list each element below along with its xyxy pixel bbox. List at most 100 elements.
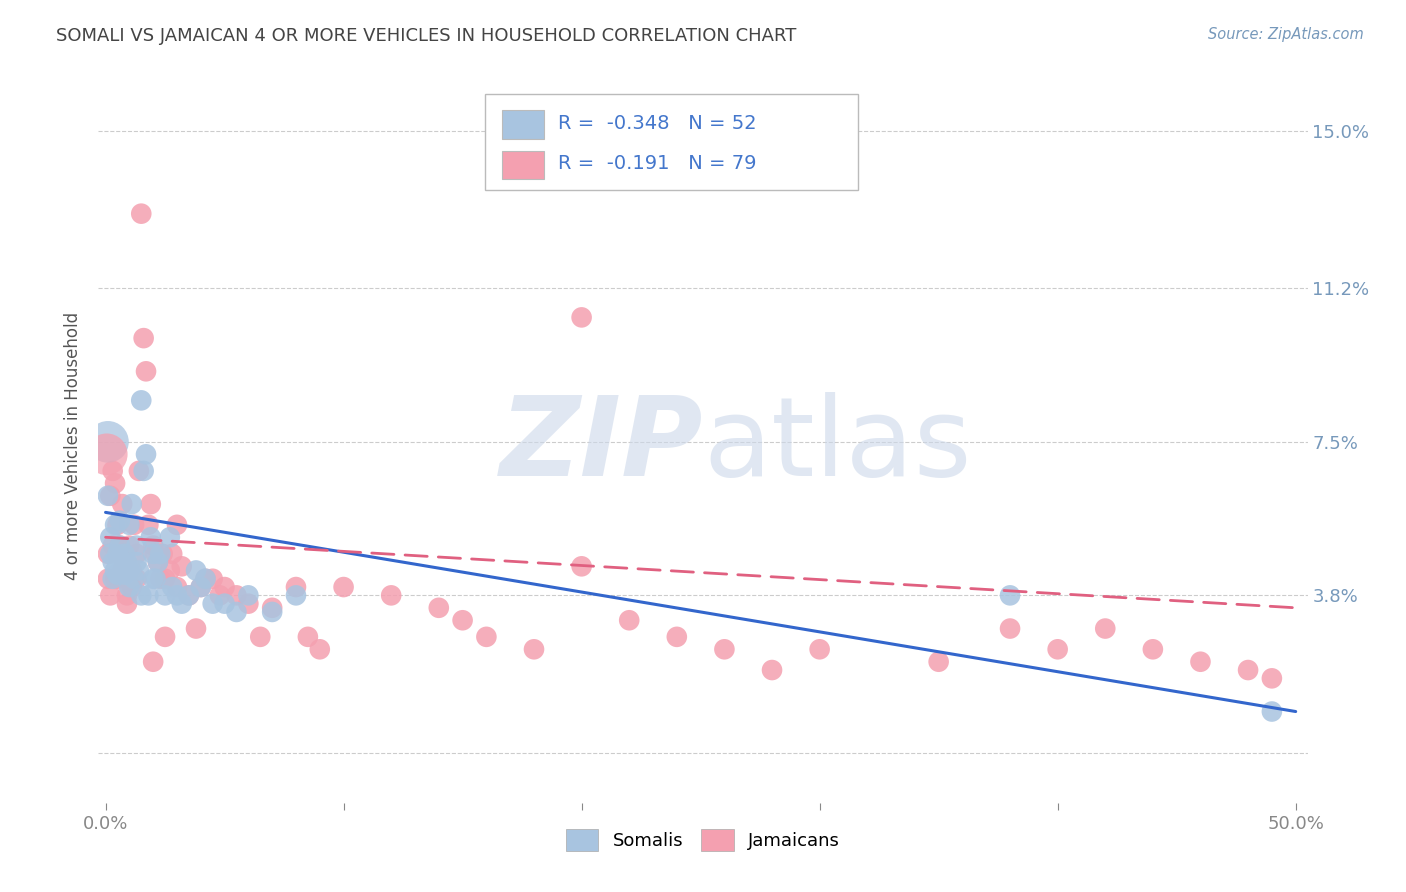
Point: [146, 555, 169, 569]
Point: [101, 464, 124, 478]
Point: [104, 564, 127, 578]
Point: [427, 600, 450, 615]
Point: [128, 564, 150, 578]
Point: [111, 497, 134, 511]
Point: [262, 600, 284, 615]
Point: [238, 597, 260, 611]
Point: [475, 630, 498, 644]
Point: [142, 572, 165, 586]
Y-axis label: 4 or more Vehicles in Household: 4 or more Vehicles in Household: [65, 312, 83, 580]
Point: [104, 517, 127, 532]
Point: [262, 605, 284, 619]
Point: [1189, 655, 1212, 669]
Point: [125, 547, 148, 561]
Text: ZIP: ZIP: [499, 392, 703, 500]
Point: [104, 572, 127, 586]
Point: [98, 547, 121, 561]
Point: [159, 530, 181, 544]
Point: [96, 447, 118, 461]
Point: [249, 630, 271, 644]
Point: [129, 393, 152, 408]
Point: [125, 572, 148, 586]
Point: [111, 555, 134, 569]
Point: [160, 580, 183, 594]
Point: [201, 597, 224, 611]
Point: [115, 588, 138, 602]
Legend: Somalis, Jamaicans: Somalis, Jamaicans: [558, 822, 848, 858]
Point: [1142, 642, 1164, 657]
Text: R =  -0.348   N = 52: R = -0.348 N = 52: [558, 114, 756, 133]
Point: [104, 476, 127, 491]
Point: [115, 555, 138, 569]
Point: [225, 605, 247, 619]
Point: [208, 588, 231, 602]
Point: [98, 588, 121, 602]
Point: [451, 613, 474, 627]
Point: [153, 572, 176, 586]
Point: [138, 517, 160, 532]
Point: [571, 310, 593, 325]
Point: [145, 547, 167, 561]
Text: Source: ZipAtlas.com: Source: ZipAtlas.com: [1208, 27, 1364, 42]
Point: [101, 572, 124, 586]
Point: [101, 539, 124, 553]
Point: [111, 564, 134, 578]
Point: [121, 564, 143, 578]
Point: [125, 539, 148, 553]
Point: [177, 588, 200, 602]
Point: [118, 559, 141, 574]
Point: [308, 642, 330, 657]
Point: [1261, 671, 1284, 685]
Point: [118, 517, 141, 532]
Point: [135, 447, 157, 461]
Point: [118, 580, 141, 594]
Point: [1094, 622, 1116, 636]
Point: [170, 597, 193, 611]
Point: [214, 580, 236, 594]
Point: [97, 434, 120, 449]
Point: [1046, 642, 1069, 657]
Point: [129, 207, 152, 221]
Point: [170, 559, 193, 574]
Point: [114, 567, 136, 582]
Point: [108, 539, 131, 553]
Point: [285, 580, 308, 594]
Point: [153, 588, 176, 602]
Point: [177, 588, 200, 602]
Point: [118, 564, 141, 578]
Point: [152, 547, 174, 561]
Point: [285, 588, 308, 602]
Point: [97, 489, 120, 503]
Point: [139, 530, 162, 544]
Point: [238, 588, 260, 602]
Point: [107, 517, 129, 532]
Point: [121, 497, 143, 511]
Text: atlas: atlas: [703, 392, 972, 500]
Point: [332, 580, 354, 594]
Point: [380, 588, 402, 602]
Point: [619, 613, 641, 627]
Point: [107, 567, 129, 582]
Point: [166, 580, 188, 594]
Text: SOMALI VS JAMAICAN 4 OR MORE VEHICLES IN HOUSEHOLD CORRELATION CHART: SOMALI VS JAMAICAN 4 OR MORE VEHICLES IN…: [56, 27, 797, 45]
Point: [194, 572, 217, 586]
Point: [146, 555, 169, 569]
Point: [297, 630, 319, 644]
Point: [135, 364, 157, 378]
Point: [114, 547, 136, 561]
Point: [122, 572, 145, 586]
Point: [114, 555, 136, 569]
Point: [142, 539, 165, 553]
Text: R =  -0.191   N = 79: R = -0.191 N = 79: [558, 154, 756, 173]
Point: [149, 547, 172, 561]
Point: [166, 517, 188, 532]
Point: [665, 630, 688, 644]
Point: [190, 580, 212, 594]
Point: [121, 580, 143, 594]
Point: [201, 572, 224, 586]
Point: [129, 588, 152, 602]
Point: [142, 655, 165, 669]
Point: [571, 559, 593, 574]
Point: [166, 588, 188, 602]
Point: [132, 464, 155, 478]
